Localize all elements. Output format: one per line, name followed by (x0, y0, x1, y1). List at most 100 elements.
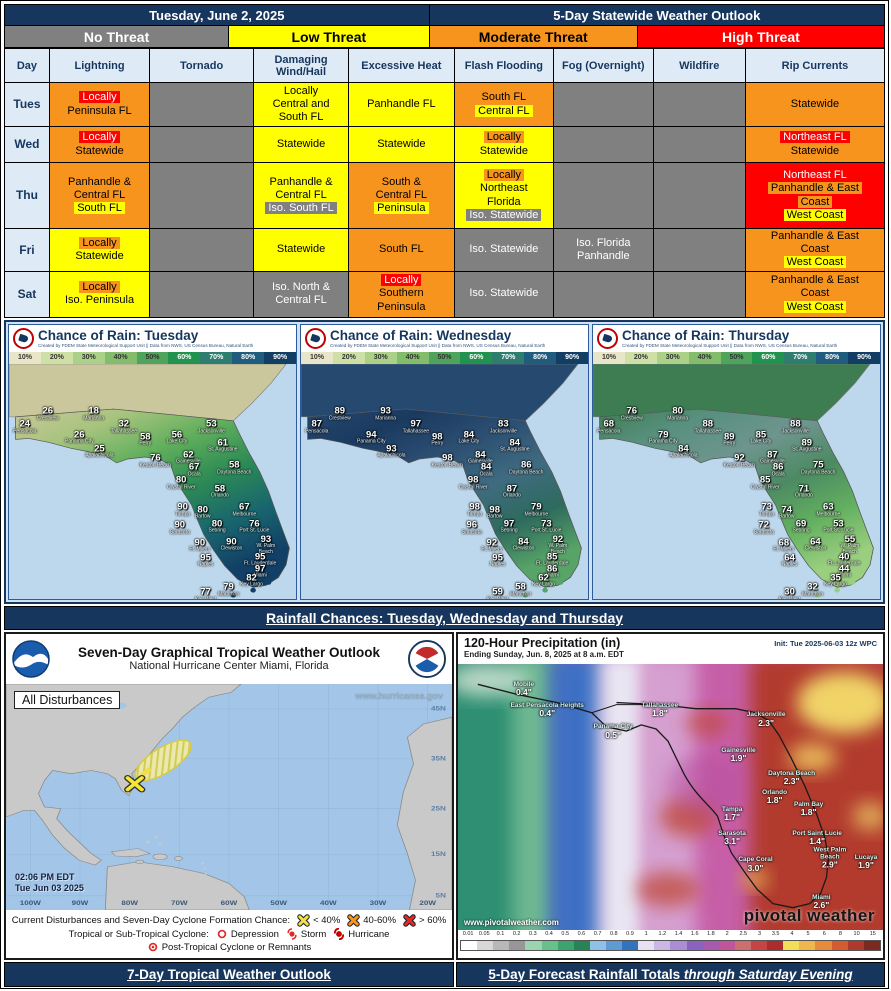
threat-cell-flash-flooding: Iso. Statewide (453, 270, 555, 318)
florida-map-svg (593, 363, 874, 598)
legend-item: 40-60% (347, 914, 396, 927)
precip-scale-swatch (638, 940, 655, 950)
precip-map-svg (458, 663, 883, 930)
threat-text-line: Southern (350, 287, 453, 300)
scale-segment-30%: 30% (364, 351, 397, 364)
svg-text:70W: 70W (171, 898, 188, 906)
threat-text-line: South FL (51, 202, 148, 215)
scale-segment-80%: 80% (524, 351, 557, 364)
threat-text-line: Statewide (350, 138, 453, 151)
threat-cell-excessive-heat: South & Central FL Peninsula (348, 162, 455, 229)
precip-scale-swatch (493, 940, 510, 950)
threat-cell-lightning: Panhandle & Central FL South FL (48, 162, 151, 229)
threat-text-line: Central FL (456, 104, 552, 118)
top-header: Tuesday, June 2, 2025 5-Day Statewide We… (4, 4, 885, 26)
scale-segment-70%: 70% (200, 351, 233, 364)
scale-segment-10%: 10% (593, 351, 625, 364)
precip-title: 120-Hour Precipitation (in) (464, 635, 621, 650)
outlook-row-thu: Thu Panhandle & Central FL South FL Panhandl… (4, 162, 886, 229)
rainfall-caption: Rainfall Chances: Tuesday, Wednesday and… (265, 609, 624, 626)
scale-segment-70%: 70% (784, 351, 817, 364)
legend-item-label: Depression (230, 928, 279, 940)
scale-segment-90%: 90% (556, 351, 589, 364)
day-cell: Sat (4, 270, 50, 318)
pivotal-weather-logo: pivotal weather (743, 905, 875, 925)
legend-cyclone-label: Tropical or Sub-Tropical Cyclone: (68, 928, 209, 940)
precip-scale-labels: 0.01 0.05 0.1 0.2 0.3 0.4 0.5 0.6 0.7 0.8 0.9 1 1.2 1… (460, 931, 881, 940)
svg-text:50W: 50W (270, 898, 287, 906)
scale-segment-60%: 60% (460, 351, 493, 364)
threat-cell-fog-overnight- (553, 162, 654, 229)
threat-cell-fog-overnight- (553, 82, 654, 127)
bottom-captions: 7-Day Tropical Weather Outlook 5-Day For… (4, 961, 885, 987)
threat-text-line: Statewide (51, 250, 148, 263)
precip-scale-tick: 0.01 (462, 930, 474, 937)
threat-cell-rip-currents: Northeast FL Panhandle & East Coast West Co… (744, 162, 886, 229)
threat-text: Central FL (73, 188, 126, 201)
precip-map: www.pivotalweather.com pivotal weather M… (458, 663, 883, 930)
threat-text-line: Central FL (255, 189, 347, 202)
florida-rain-map: 68 Pensacola 76 Crestview 80 Marianna 88 Tallah… (593, 363, 880, 599)
precip-scale-tick: 0.8 (609, 930, 618, 937)
precip-scale-swatch (622, 940, 639, 950)
threat-text-line: Locally (350, 274, 453, 287)
precip-scale-swatch (799, 940, 816, 950)
scale-segment-80%: 80% (232, 351, 265, 364)
precip-caption-bar: 5-Day Forecast Rainfall Totals through S… (456, 961, 885, 987)
scale-segment-20%: 20% (40, 351, 73, 364)
threat-text-line: Central and (255, 98, 347, 111)
rain-map-subtitle: Created by FDEM State Meteorological Sup… (622, 343, 838, 349)
rain-map-subtitle: Created by FDEM State Meteorological Sup… (330, 343, 546, 349)
threat-text: Locally (483, 169, 524, 182)
threat-text-line: Central FL (51, 189, 148, 202)
legend-item-label: Hurricane (348, 928, 390, 940)
precip-scale-tick: 2 (725, 930, 729, 937)
threat-text: Peninsula (377, 300, 426, 313)
legend-item: Hurricane (333, 928, 390, 941)
tropical-outlook-subtitle: National Hurricane Center Miami, Florida (129, 660, 329, 673)
rain-percent-scale: 10% 20% 30% 40% 50% 60% 70% 80% 90% (593, 351, 881, 364)
threat-cell-wildfire (652, 162, 746, 229)
rainfall-caption-bar: Rainfall Chances: Tuesday, Wednesday and… (4, 605, 885, 630)
rain-map-titles: Chance of Rain: Thursday Created by FDEM … (622, 328, 837, 348)
day-cell: Tues (4, 82, 50, 127)
threat-text: Coast (800, 287, 830, 300)
threat-text-line: Statewide (747, 145, 883, 158)
rain-map-titles: Chance of Rain: Tuesday Created by FDEM S… (38, 328, 253, 348)
threat-text: Peninsula FL (67, 104, 132, 117)
threat-text-line: Panhandle & East (747, 182, 883, 195)
threat-text: West Coast (783, 208, 847, 221)
precip-subtitle: Ending Sunday, Jun. 8, 2025 at 8 a.m. ED… (464, 649, 624, 659)
precip-scale-tick: 10 (853, 930, 860, 937)
rain-map-subtitle: Created by FDEM State Meteorological Sup… (38, 343, 254, 349)
precip-scale-swatch (815, 940, 832, 950)
precip-scale-tick: 1.8 (707, 930, 715, 937)
precip-scale-tick: 4 (790, 930, 794, 937)
scale-segment-50%: 50% (136, 351, 169, 364)
threat-text: Statewide (790, 144, 840, 157)
threat-cell-wildfire (652, 270, 746, 318)
outlook-row-fri: Fri Locally Statewide Statewide South FL Iso.… (4, 228, 886, 272)
threat-text-line: Panhandle (555, 250, 651, 263)
threat-text: South FL (74, 202, 125, 215)
threat-text-line: Panhandle & (255, 176, 347, 189)
precip-scale-tick: 15 (869, 930, 876, 937)
threat-text-line: Coast (747, 287, 883, 300)
scale-segment-50%: 50% (428, 351, 461, 364)
legend-item: Depression (216, 928, 279, 940)
tropical-outlook-panel: Seven-Day Graphical Tropical Weather Out… (4, 631, 454, 960)
precip-scale-swatch (863, 940, 880, 950)
outlook-title-header: 5-Day Statewide Weather Outlook (429, 5, 884, 25)
threat-text: Statewide (790, 97, 840, 110)
fdem-logo-icon (597, 327, 618, 349)
precip-panel: 120-Hour Precipitation (in) Ending Sunda… (456, 631, 885, 960)
precip-scale-swatch (525, 940, 542, 950)
threat-text-line: Florida (456, 196, 552, 209)
threat-text: Central FL (275, 294, 327, 307)
threat-cell-rip-currents: Statewide (744, 82, 886, 127)
legend-formation-row: Current Disturbances and Seven-Day Cyclo… (6, 914, 452, 927)
threat-text: Statewide (75, 144, 124, 157)
column-header: Damaging Wind/Hail (253, 48, 350, 83)
tropical-outlook-map: 45N 35N 25N 15N 5N 100W 90W 80W 70W 60W 50W 40W 30W 2… (6, 683, 452, 910)
